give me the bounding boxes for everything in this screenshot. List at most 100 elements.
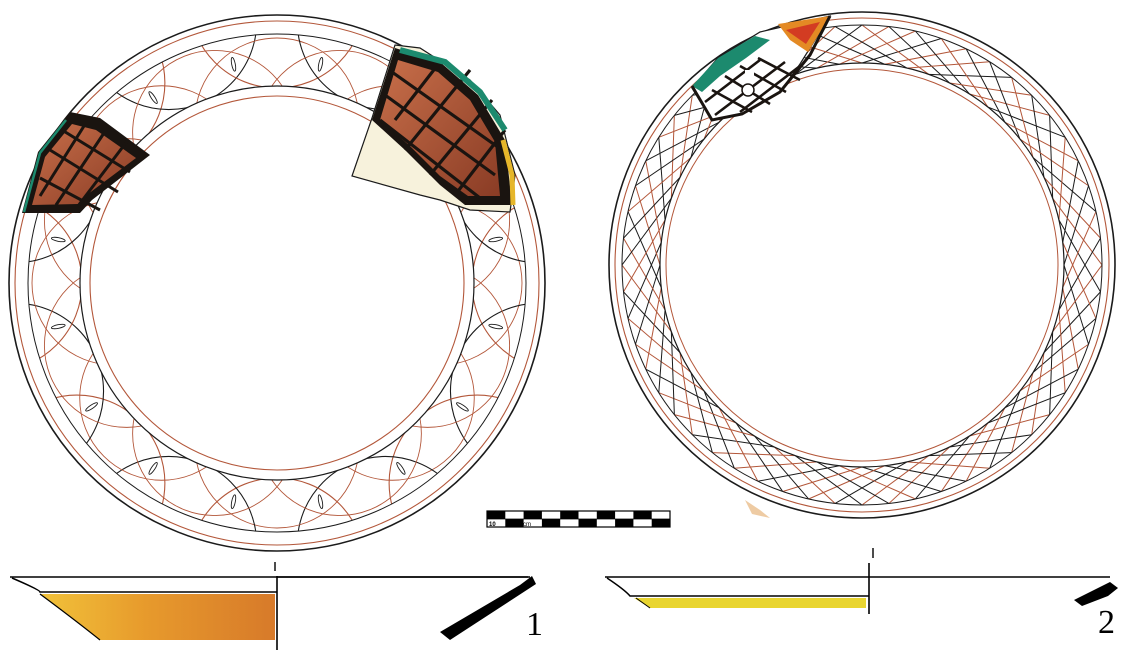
plate-1-leaf-mark xyxy=(148,91,158,104)
plate-2-hatch-line xyxy=(627,242,662,319)
plate-2-hatch-line xyxy=(623,177,681,239)
plate-2-hatch-line xyxy=(670,331,675,415)
plate-2-hatch-line xyxy=(949,82,1032,96)
plate-2-hatch-line xyxy=(658,309,666,393)
plate-1-arc xyxy=(256,351,422,517)
plate-2-hatch-line xyxy=(987,392,1066,424)
plate-2-hatch-line xyxy=(1031,95,1045,178)
plate-1-leaf-mark xyxy=(488,236,504,243)
plate-2-hatch-line xyxy=(839,465,916,500)
plate-1-rim-line xyxy=(14,20,540,546)
scale-bar-segment xyxy=(487,511,506,519)
plate-1-leaf-mark xyxy=(50,236,66,243)
plate-2-hatch-line xyxy=(623,291,681,353)
plate-2-hatch-line xyxy=(1063,185,1090,266)
figure-number-2: 2 xyxy=(1098,604,1115,641)
plate-2-hatch-line xyxy=(774,446,836,504)
plate-2-hatch-line xyxy=(658,392,737,424)
scale-bar-segment xyxy=(560,511,579,519)
plate-1-fragment-left xyxy=(22,112,150,213)
plate-2-hatch-line xyxy=(703,390,735,469)
plate-2-hatch-line xyxy=(645,160,662,243)
plate-1-well-inner xyxy=(89,95,465,471)
profile-1-inner-outline xyxy=(11,577,277,593)
scale-bar-right-label: A xyxy=(661,522,666,528)
plate-2-hatch-line xyxy=(928,452,1012,457)
plate-2-hatch-line xyxy=(627,211,662,288)
plate-2-hatch-line xyxy=(635,138,705,187)
plate-2-hatch-line xyxy=(734,461,818,469)
plate-2-hatch-line xyxy=(692,434,775,448)
plate-2-rim-line xyxy=(614,17,1110,513)
plate-1-leaf-mark xyxy=(317,494,324,510)
scale-bar-segment xyxy=(523,511,542,519)
plate-1-arc xyxy=(43,262,209,428)
plate-2-hatch-line xyxy=(1062,160,1079,243)
plate-1-plan-view xyxy=(8,14,546,552)
plate-2-hatch-line xyxy=(794,455,863,505)
plate-2-hatch-line xyxy=(861,455,930,505)
plate-2-hatch-line xyxy=(816,461,890,504)
plate-2-hatch-line xyxy=(645,368,720,409)
plate-2-hatch-line xyxy=(1031,352,1045,435)
plate-2-hatch-line xyxy=(1062,287,1079,370)
plate-1-arc xyxy=(132,49,298,215)
plate-2-hatch-line xyxy=(1052,264,1102,333)
plate-2-hatch-line xyxy=(965,407,1006,482)
plate-1-arc xyxy=(80,455,258,533)
profile-1-wall-section xyxy=(440,576,536,640)
scale-bar: 10 cm A xyxy=(486,510,671,528)
plate-2-hatch-line xyxy=(712,452,796,457)
plate-2-hatch-line xyxy=(965,48,1006,123)
plate-1-arc xyxy=(309,315,475,481)
profile-2-inner-outline xyxy=(606,577,869,597)
plate-2-hatch-line xyxy=(679,95,693,178)
plate-2-hatch-line xyxy=(674,414,755,437)
plate-2-well-inner xyxy=(665,68,1059,462)
plate-2-hatch-line xyxy=(1043,177,1101,239)
profile-2-wall-section xyxy=(1074,582,1118,606)
plate-2-hatch-line xyxy=(816,26,890,69)
plate-2-hatch-line xyxy=(1004,368,1079,409)
plate-2-hatch-line xyxy=(989,390,1021,469)
plate-1-arc xyxy=(345,262,511,428)
plate-2-hatch-line xyxy=(690,372,713,453)
plate-2-hatch-line xyxy=(1011,372,1034,453)
plate-2-hatch-line xyxy=(1058,137,1066,221)
plate-2-hatch-line xyxy=(735,422,784,492)
plate-2-profile-section xyxy=(605,548,1118,614)
plate-2-hatch-line xyxy=(1019,343,1089,392)
plate-2-fragment xyxy=(690,15,832,122)
plate-1-leaf-mark xyxy=(396,462,406,475)
scale-bar-segment xyxy=(578,519,597,527)
plate-1-outer-rim xyxy=(8,14,546,552)
plate-2-hatch-line xyxy=(888,446,950,504)
plate-1-leaf-mark xyxy=(488,323,504,330)
plate-2-hatch-line xyxy=(1049,115,1054,199)
plate-2-hatch-line xyxy=(635,343,705,392)
plate-1-leaf-mark xyxy=(50,323,66,330)
plate-1-leaf-mark xyxy=(456,402,469,412)
plate-1-arc xyxy=(449,302,526,480)
plate-2-hatch-line xyxy=(987,106,1066,138)
plate-2-hatch-line xyxy=(906,461,990,469)
plate-1-arc xyxy=(357,200,523,366)
plate-2-hatch-line xyxy=(808,465,885,500)
plate-2-hatch-line xyxy=(1004,121,1079,162)
plate-2-hatch-line xyxy=(1062,242,1097,319)
scale-bar-segment xyxy=(633,511,652,519)
scale-bar-left-label: 10 xyxy=(489,522,496,528)
plate-2-hatch-line xyxy=(794,25,863,75)
plate-2-rim-decoration xyxy=(622,25,1102,505)
plate-1-rim-inner-line xyxy=(27,33,527,533)
plate-1-arc xyxy=(27,394,166,533)
plate-2-hatch-line xyxy=(1058,237,1101,311)
plate-2-hatch-line xyxy=(884,465,967,482)
plate-2-hatch-line xyxy=(1032,318,1097,373)
plate-2-hatch-line xyxy=(622,264,672,333)
plate-2-hatch-line xyxy=(969,414,1050,437)
plate-2-hatch-line xyxy=(1043,291,1101,353)
plate-2-hatch-line xyxy=(623,237,666,311)
plate-2-hatch-line xyxy=(969,93,1050,116)
plate-2-hatch-line xyxy=(718,407,759,482)
